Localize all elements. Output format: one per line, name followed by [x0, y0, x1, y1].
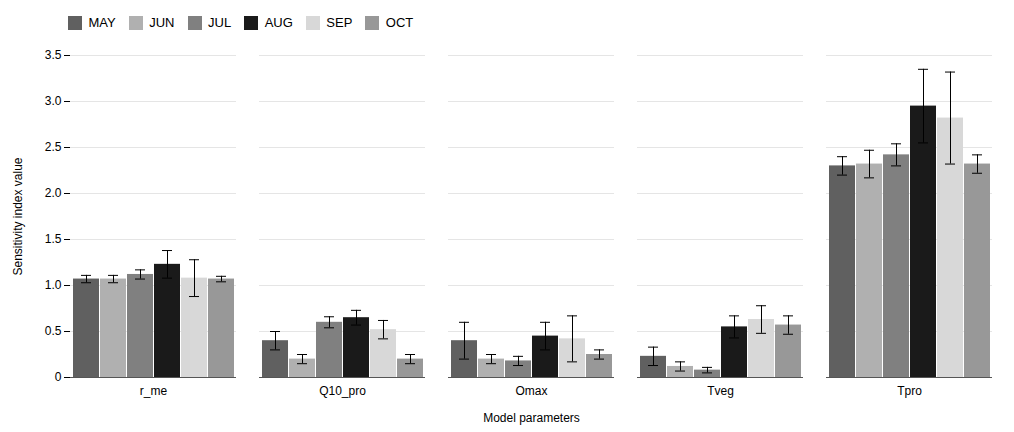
html-text:SEP: SEP [326, 15, 353, 30]
html-text:AUG: AUG [264, 15, 293, 30]
svg-text:1.5: 1.5 [45, 232, 62, 246]
svg-text:Tveg: Tveg [707, 384, 734, 398]
svg-text:Model parameters: Model parameters [483, 411, 580, 425]
svg-text:3.5: 3.5 [45, 48, 62, 62]
svg-text:r_me: r_me [140, 384, 168, 398]
svg-text:2.5: 2.5 [45, 140, 62, 154]
svg-text:0: 0 [55, 370, 62, 384]
html-text:JUL: JUL [208, 15, 232, 30]
svg-text:Sensitivity index value: Sensitivity index value [11, 157, 25, 275]
svg-text:0.5: 0.5 [45, 324, 62, 338]
svg-text:2.0: 2.0 [45, 186, 62, 200]
html-text:JUN: JUN [149, 15, 175, 30]
html-text:OCT: OCT [385, 15, 414, 30]
svg-text:Q10_pro: Q10_pro [319, 384, 366, 398]
svg-text:3.0: 3.0 [45, 94, 62, 108]
svg-text:1.0: 1.0 [45, 278, 62, 292]
html-text:MAY: MAY [88, 15, 116, 30]
svg-text:Tpro: Tpro [897, 384, 922, 398]
svg-text:Omax: Omax [515, 384, 547, 398]
